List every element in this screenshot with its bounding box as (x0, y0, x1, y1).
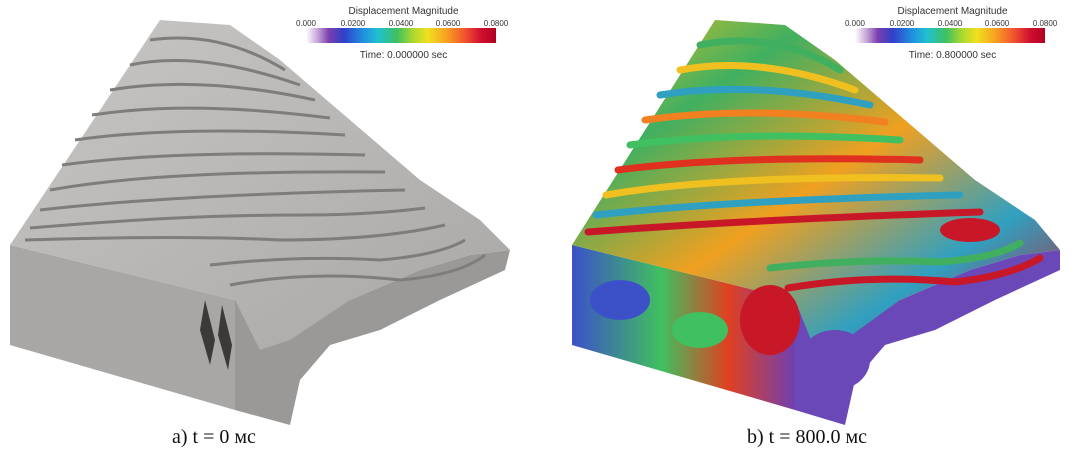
colored-terrain-model (572, 20, 1060, 425)
color-legend: Displacement Magnitude 0.000 0.0200 0.04… (296, 6, 511, 66)
panel-b: Displacement Magnitude 0.000 0.0200 0.04… (540, 0, 1081, 466)
legend-time: Time: 0.800000 sec (908, 50, 997, 61)
legend-colorbar (306, 28, 496, 43)
legend-tick-3: 0.0600 (984, 19, 1010, 28)
legend-tick-2: 0.0400 (937, 19, 963, 28)
terrain-top (572, 20, 1060, 350)
legend-tick-0: 0.000 (295, 19, 317, 28)
crevice-shadows (200, 300, 232, 370)
terrace-lines (24, 36, 486, 287)
right-face (795, 250, 1060, 425)
hotspots (590, 218, 1000, 390)
caption-b: b) t = 800.0 мс (747, 426, 868, 448)
legend-colorbar (855, 28, 1045, 43)
legend-tick-1: 0.0200 (340, 19, 366, 28)
displacement-bands (584, 37, 1044, 292)
legend-time: Time: 0.000000 sec (359, 50, 448, 61)
legend-title: Displacement Magnitude (897, 6, 1008, 17)
caption-a: a) t = 0 мс (172, 426, 256, 448)
terrain-top (10, 20, 510, 350)
color-legend: Displacement Magnitude 0.000 0.0200 0.04… (845, 6, 1060, 66)
right-face (235, 250, 510, 425)
legend-title: Displacement Magnitude (348, 6, 459, 17)
grey-terrain-model (10, 20, 510, 425)
legend-tick-4: 0.0800 (483, 19, 509, 28)
legend-tick-1: 0.0200 (889, 19, 915, 28)
legend-tick-0: 0.000 (844, 19, 866, 28)
legend-tick-2: 0.0400 (388, 19, 414, 28)
legend-tick-3: 0.0600 (435, 19, 461, 28)
legend-tick-4: 0.0800 (1032, 19, 1058, 28)
panel-a: Displacement Magnitude 0.000 0.0200 0.04… (0, 0, 540, 466)
